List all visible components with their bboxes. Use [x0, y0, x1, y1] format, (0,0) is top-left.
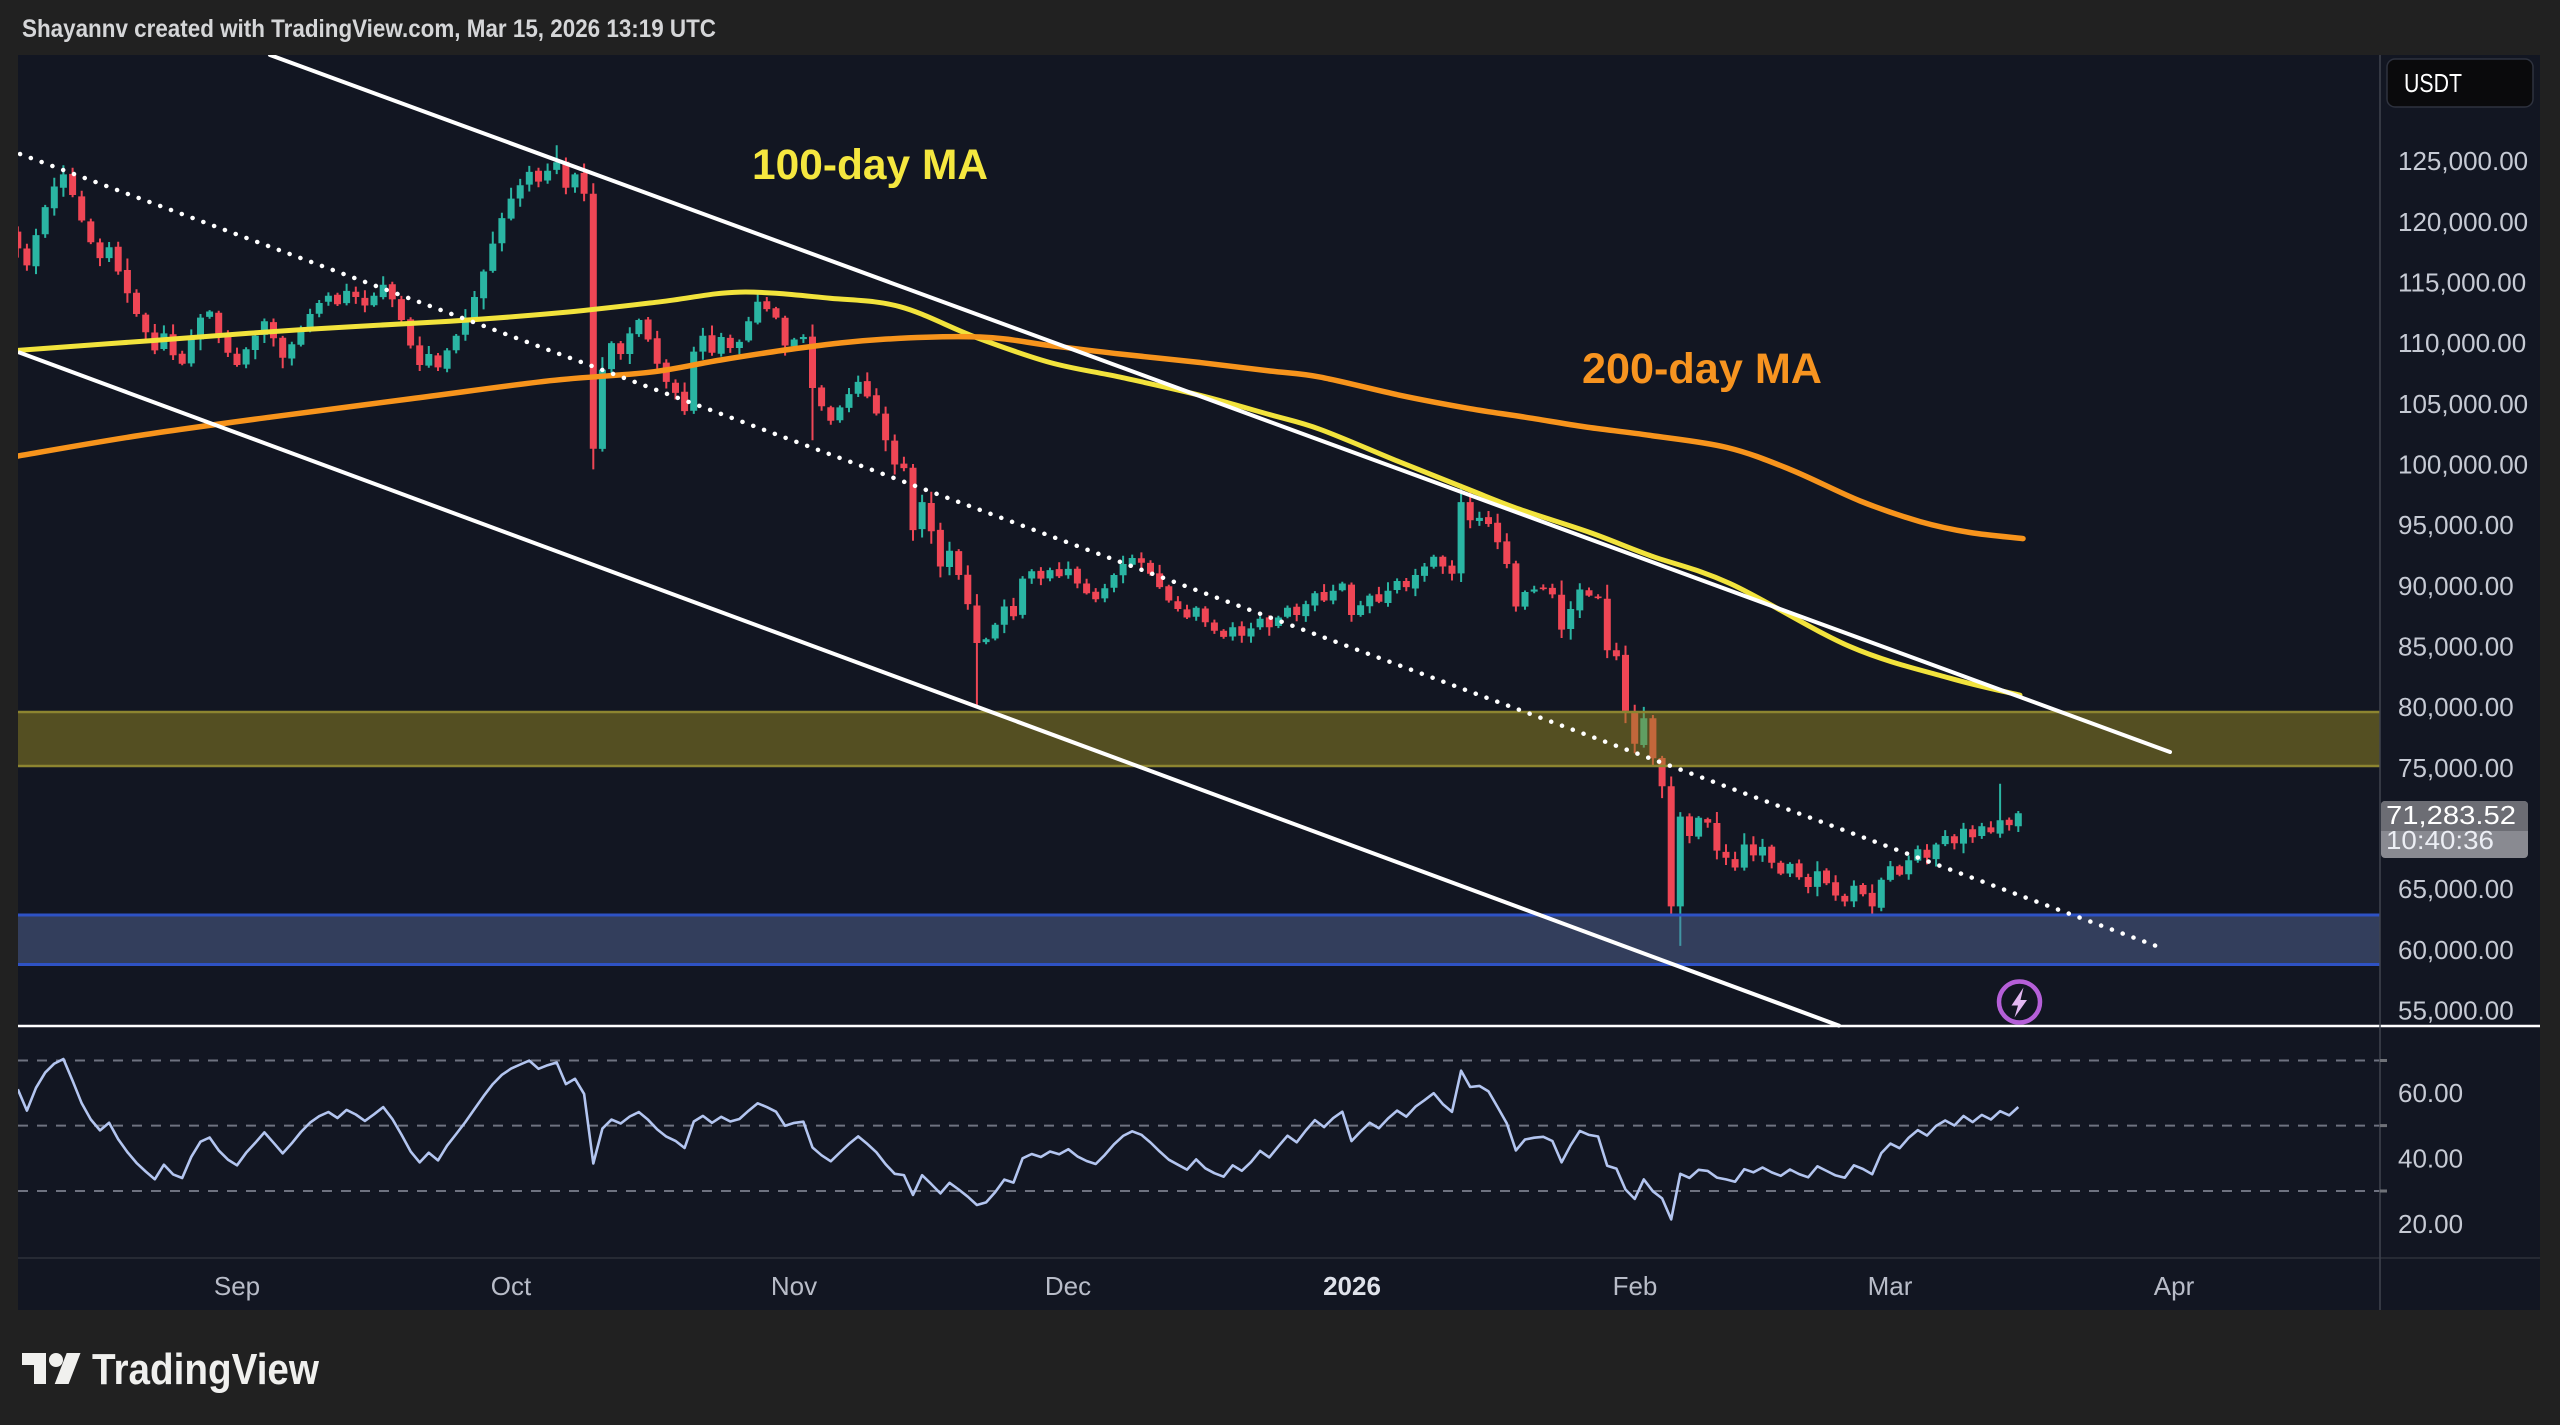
svg-text:55,000.00: 55,000.00 — [2398, 996, 2514, 1026]
svg-text:75,000.00: 75,000.00 — [2398, 753, 2514, 783]
svg-text:71,283.52: 71,283.52 — [2386, 800, 2516, 830]
svg-text:125,000.00: 125,000.00 — [2398, 146, 2528, 176]
svg-text:105,000.00: 105,000.00 — [2398, 389, 2528, 419]
svg-text:Oct: Oct — [491, 1271, 532, 1301]
svg-text:Mar: Mar — [1868, 1271, 1913, 1301]
svg-text:200-day MA: 200-day MA — [1582, 345, 1822, 393]
svg-text:115,000.00: 115,000.00 — [2398, 268, 2526, 298]
svg-text:Shayannv created with TradingV: Shayannv created with TradingView.com, M… — [22, 15, 716, 43]
svg-text:60,000.00: 60,000.00 — [2398, 935, 2514, 965]
svg-text:90,000.00: 90,000.00 — [2398, 571, 2514, 601]
svg-text:Dec: Dec — [1045, 1271, 1091, 1301]
svg-text:65,000.00: 65,000.00 — [2398, 874, 2514, 904]
svg-text:10:40:36: 10:40:36 — [2386, 825, 2494, 855]
svg-text:95,000.00: 95,000.00 — [2398, 510, 2514, 540]
svg-text:40.00: 40.00 — [2398, 1144, 2463, 1174]
svg-text:80,000.00: 80,000.00 — [2398, 692, 2514, 722]
svg-text:Sep: Sep — [214, 1271, 260, 1301]
svg-text:110,000.00: 110,000.00 — [2398, 328, 2526, 358]
svg-text:Feb: Feb — [1613, 1271, 1658, 1301]
svg-text:Apr: Apr — [2154, 1271, 2195, 1301]
svg-text:85,000.00: 85,000.00 — [2398, 632, 2514, 662]
svg-text:2026: 2026 — [1323, 1271, 1381, 1301]
svg-text:Nov: Nov — [771, 1271, 817, 1301]
svg-text:TradingView: TradingView — [92, 1345, 320, 1394]
svg-text:100-day MA: 100-day MA — [752, 141, 988, 189]
svg-text:100,000.00: 100,000.00 — [2398, 450, 2528, 480]
svg-text:120,000.00: 120,000.00 — [2398, 207, 2528, 237]
svg-text:60.00: 60.00 — [2398, 1078, 2463, 1108]
svg-text:USDT: USDT — [2404, 68, 2462, 98]
svg-text:20.00: 20.00 — [2398, 1209, 2463, 1239]
